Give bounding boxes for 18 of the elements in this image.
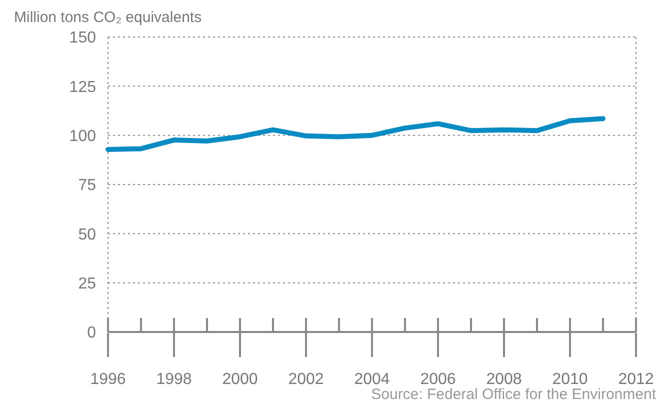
- y-tick-label: 100: [69, 128, 96, 145]
- x-tick-label: 2002: [288, 371, 324, 388]
- x-tick-label: 2000: [222, 371, 258, 388]
- y-tick-label: 150: [69, 30, 96, 47]
- x-tick-label: 1998: [156, 371, 192, 388]
- y-tick-label: 75: [78, 177, 96, 194]
- y-tick-label: 0: [87, 324, 96, 342]
- x-tick-label: 2006: [420, 371, 456, 388]
- source-note: Source: Federal Office for the Environment: [371, 386, 657, 403]
- x-tick-label: 2012: [618, 371, 654, 388]
- y-tick-label: 25: [78, 275, 96, 292]
- y-tick-label: 125: [69, 78, 96, 96]
- x-tick-label: 2004: [354, 371, 390, 388]
- y-axis-title: Million tons CO₂ equivalents: [14, 9, 202, 26]
- y-tick-label: 50: [78, 226, 96, 244]
- x-tick-label: 1996: [90, 371, 126, 388]
- x-tick-label: 2010: [552, 371, 588, 388]
- x-tick-label: 2008: [486, 371, 522, 388]
